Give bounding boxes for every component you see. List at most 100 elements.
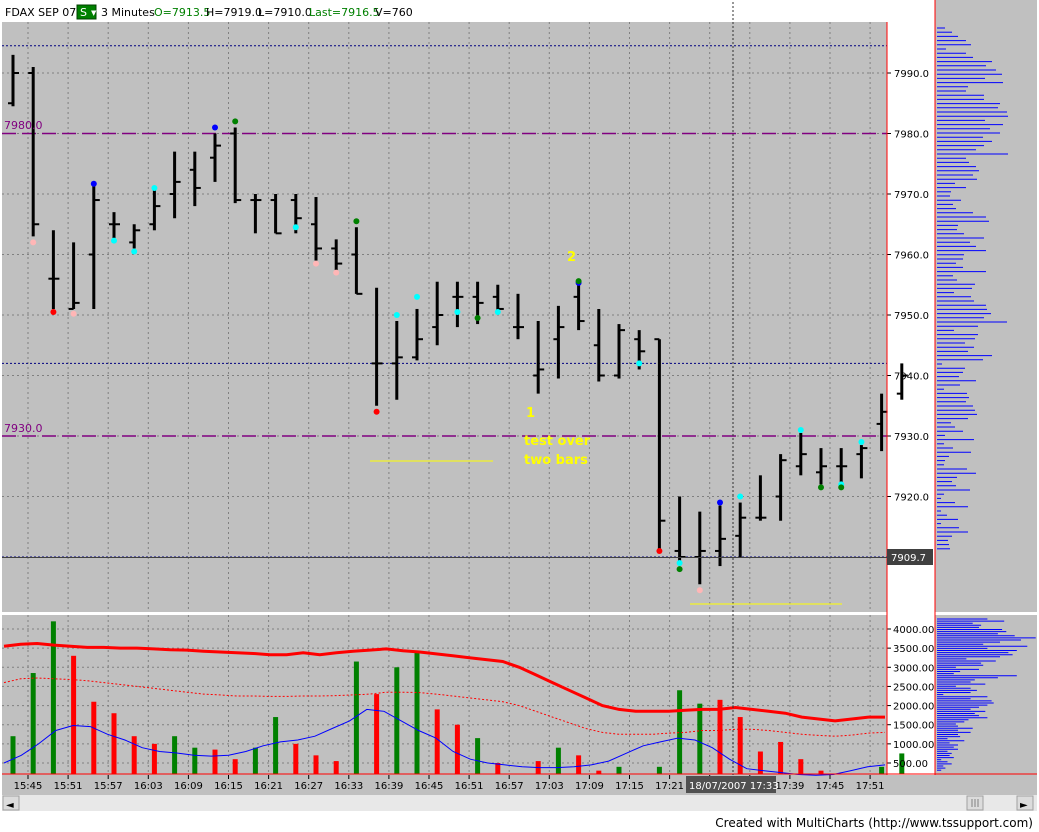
time-tick-label: 17:21 [655, 781, 684, 792]
volume-bar [131, 736, 137, 774]
low-label: L=7910.0 [258, 6, 312, 19]
volume-label: V=760 [375, 6, 413, 19]
signal-dot [414, 293, 420, 300]
volume-bar [656, 766, 662, 774]
ohlc-bar [210, 133, 221, 182]
time-tick-label: 15:51 [54, 781, 83, 792]
ohlc-bar [856, 445, 868, 479]
volume-bar [293, 743, 299, 774]
volume-bar [414, 651, 420, 774]
ohlc-bar [149, 187, 161, 231]
ohlc-bar [654, 338, 666, 551]
signal-dot [676, 566, 683, 573]
ohlc-bar [553, 305, 565, 379]
volume-bar [192, 747, 198, 774]
annotation-2: 2 [567, 250, 576, 265]
volume-bar [798, 759, 804, 774]
ohlc-bar [88, 181, 100, 309]
ohlc-bar [270, 194, 282, 235]
price-tick-label: 7990.0 [894, 69, 929, 80]
signal-dot [232, 118, 239, 125]
volume-tick-label: 3500.00 [893, 644, 934, 655]
ohlc-bar [331, 239, 343, 273]
time-tick-label: 16:27 [294, 781, 323, 792]
volume-tick-label: 1000.00 [893, 740, 934, 751]
ohlc-bar [48, 230, 60, 309]
ohlc-bar [452, 281, 464, 328]
ohlc-bar [169, 151, 181, 219]
cursor-price-label: 7909.7 [891, 553, 926, 564]
signal-dot [717, 499, 723, 506]
ohlc-bar [775, 454, 787, 521]
price-profile-panel [935, 0, 1037, 612]
time-tick-label: 17:15 [615, 781, 644, 792]
volume-bar [374, 694, 380, 774]
volume-tick-label: 2000.00 [893, 702, 934, 713]
ohlc-bar [230, 127, 242, 204]
annotation-1: 1 [526, 406, 535, 421]
time-tick-label: 16:09 [174, 781, 203, 792]
price-tick-label: 7960.0 [894, 251, 929, 262]
time-tick-label: 16:57 [495, 781, 524, 792]
ohlc-bar [68, 242, 80, 310]
price-tick-label: 7940.0 [894, 372, 929, 383]
arrow-right-icon: ► [1020, 800, 1028, 811]
signal-dot [151, 184, 158, 191]
volume-bar [434, 709, 440, 774]
volume-profile [937, 618, 1036, 771]
ohlc-bar [129, 224, 141, 249]
horizontal-scrollbar[interactable]: ◄ ► [2, 795, 1037, 811]
volume-tick-label: 500.00 [893, 759, 928, 770]
time-tick-label: 16:39 [374, 781, 403, 792]
annotation-text-line2: two bars [524, 453, 588, 468]
signal-dots [30, 118, 865, 594]
volume-bar [91, 701, 97, 774]
price-plot-area[interactable] [2, 22, 887, 612]
signal-dot [393, 312, 400, 318]
ohlc-bar [28, 66, 40, 237]
scroll-right-button[interactable] [1016, 795, 1034, 811]
ohlc-bar [896, 363, 908, 400]
cursor-time-label-box [686, 776, 776, 793]
volume-bar [353, 661, 359, 774]
signal-dot [494, 308, 501, 315]
volume-bar [495, 763, 501, 774]
credit-footer: Created with MultiCharts (http://www.tss… [715, 816, 1033, 830]
price-tick-label: 7980.0 [894, 130, 929, 141]
signal-dot [858, 439, 865, 446]
signal-dot [838, 484, 845, 491]
signal-dot [50, 308, 57, 315]
volume-bar [757, 751, 763, 774]
symbol-label: FDAX SEP 07 [5, 6, 76, 19]
volume-bar [172, 736, 178, 774]
price-tick-label: 7920.0 [894, 493, 929, 504]
volume-bar [30, 673, 36, 774]
time-tick-label: 15:45 [14, 781, 43, 792]
signal-dot [111, 237, 117, 244]
ohlc-bar [371, 287, 383, 406]
scroll-left-button[interactable] [2, 795, 20, 811]
signal-dot [636, 360, 643, 367]
volume-profile-panel [935, 615, 1037, 775]
signal-dot [292, 224, 299, 231]
signal-dot [212, 124, 218, 131]
level-7930-label: 7930.0 [4, 422, 43, 435]
time-tick-label: 16:51 [455, 781, 484, 792]
signal-dot [474, 315, 481, 322]
ohlc-bar [311, 197, 322, 261]
volume-averages [3, 641, 886, 776]
time-tick-label: 17:39 [775, 781, 804, 792]
volume-axis [887, 615, 935, 775]
signal-dot [737, 493, 744, 500]
ohlc-bar [735, 502, 747, 557]
arrow-left-icon: ◄ [6, 800, 14, 811]
session-button[interactable] [76, 4, 97, 20]
signal-dot [575, 278, 582, 285]
volume-bar [50, 621, 56, 774]
time-tick-label: 16:15 [214, 781, 243, 792]
ohlc-bar [795, 432, 807, 476]
ohlc-bar [816, 448, 827, 485]
volume-bar [394, 667, 400, 774]
signal-dot [333, 269, 340, 276]
ohlc-bar [836, 448, 848, 485]
